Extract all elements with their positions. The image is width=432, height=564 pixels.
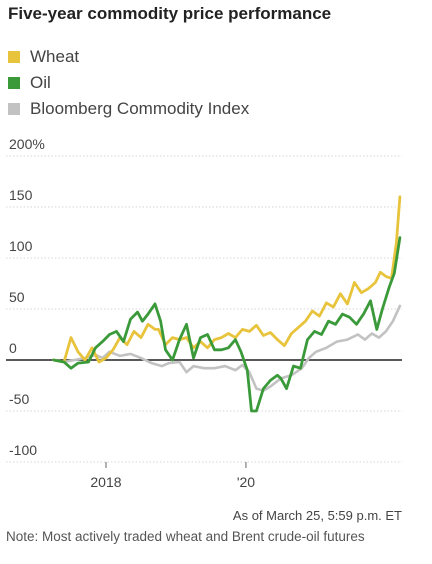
series-line-wheat	[52, 195, 402, 364]
series-line-bloomberg-commodity-index	[52, 304, 402, 392]
chart-title: Five-year commodity price performance	[8, 4, 332, 23]
x-tick-label: 2018	[90, 474, 121, 490]
legend-swatch-wheat	[8, 51, 20, 63]
as-of-timestamp: As of March 25, 5:59 p.m. ET	[232, 508, 402, 523]
legend-label-wheat: Wheat	[30, 47, 80, 66]
x-tick-label: '20	[237, 474, 255, 490]
legend-item-oil: Oil	[8, 70, 249, 96]
legend-label-oil: Oil	[30, 73, 51, 92]
y-tick-label: 100	[9, 238, 33, 254]
y-tick-label: 50	[9, 289, 25, 305]
y-tick-label: -100	[9, 442, 37, 458]
y-tick-label: -50	[9, 391, 29, 407]
legend: Wheat Oil Bloomberg Commodity Index	[8, 44, 249, 122]
series-line-oil	[52, 236, 402, 413]
legend-item-bcom: Bloomberg Commodity Index	[8, 96, 249, 122]
chart-note: Note: Most actively traded wheat and Bre…	[6, 529, 365, 544]
legend-swatch-oil	[8, 77, 20, 89]
legend-item-wheat: Wheat	[8, 44, 249, 70]
legend-swatch-bcom	[8, 103, 20, 115]
y-tick-label: 150	[9, 187, 33, 203]
y-tick-label: 0	[9, 340, 17, 356]
y-tick-label: 200%	[9, 136, 45, 152]
legend-label-bcom: Bloomberg Commodity Index	[30, 99, 250, 118]
